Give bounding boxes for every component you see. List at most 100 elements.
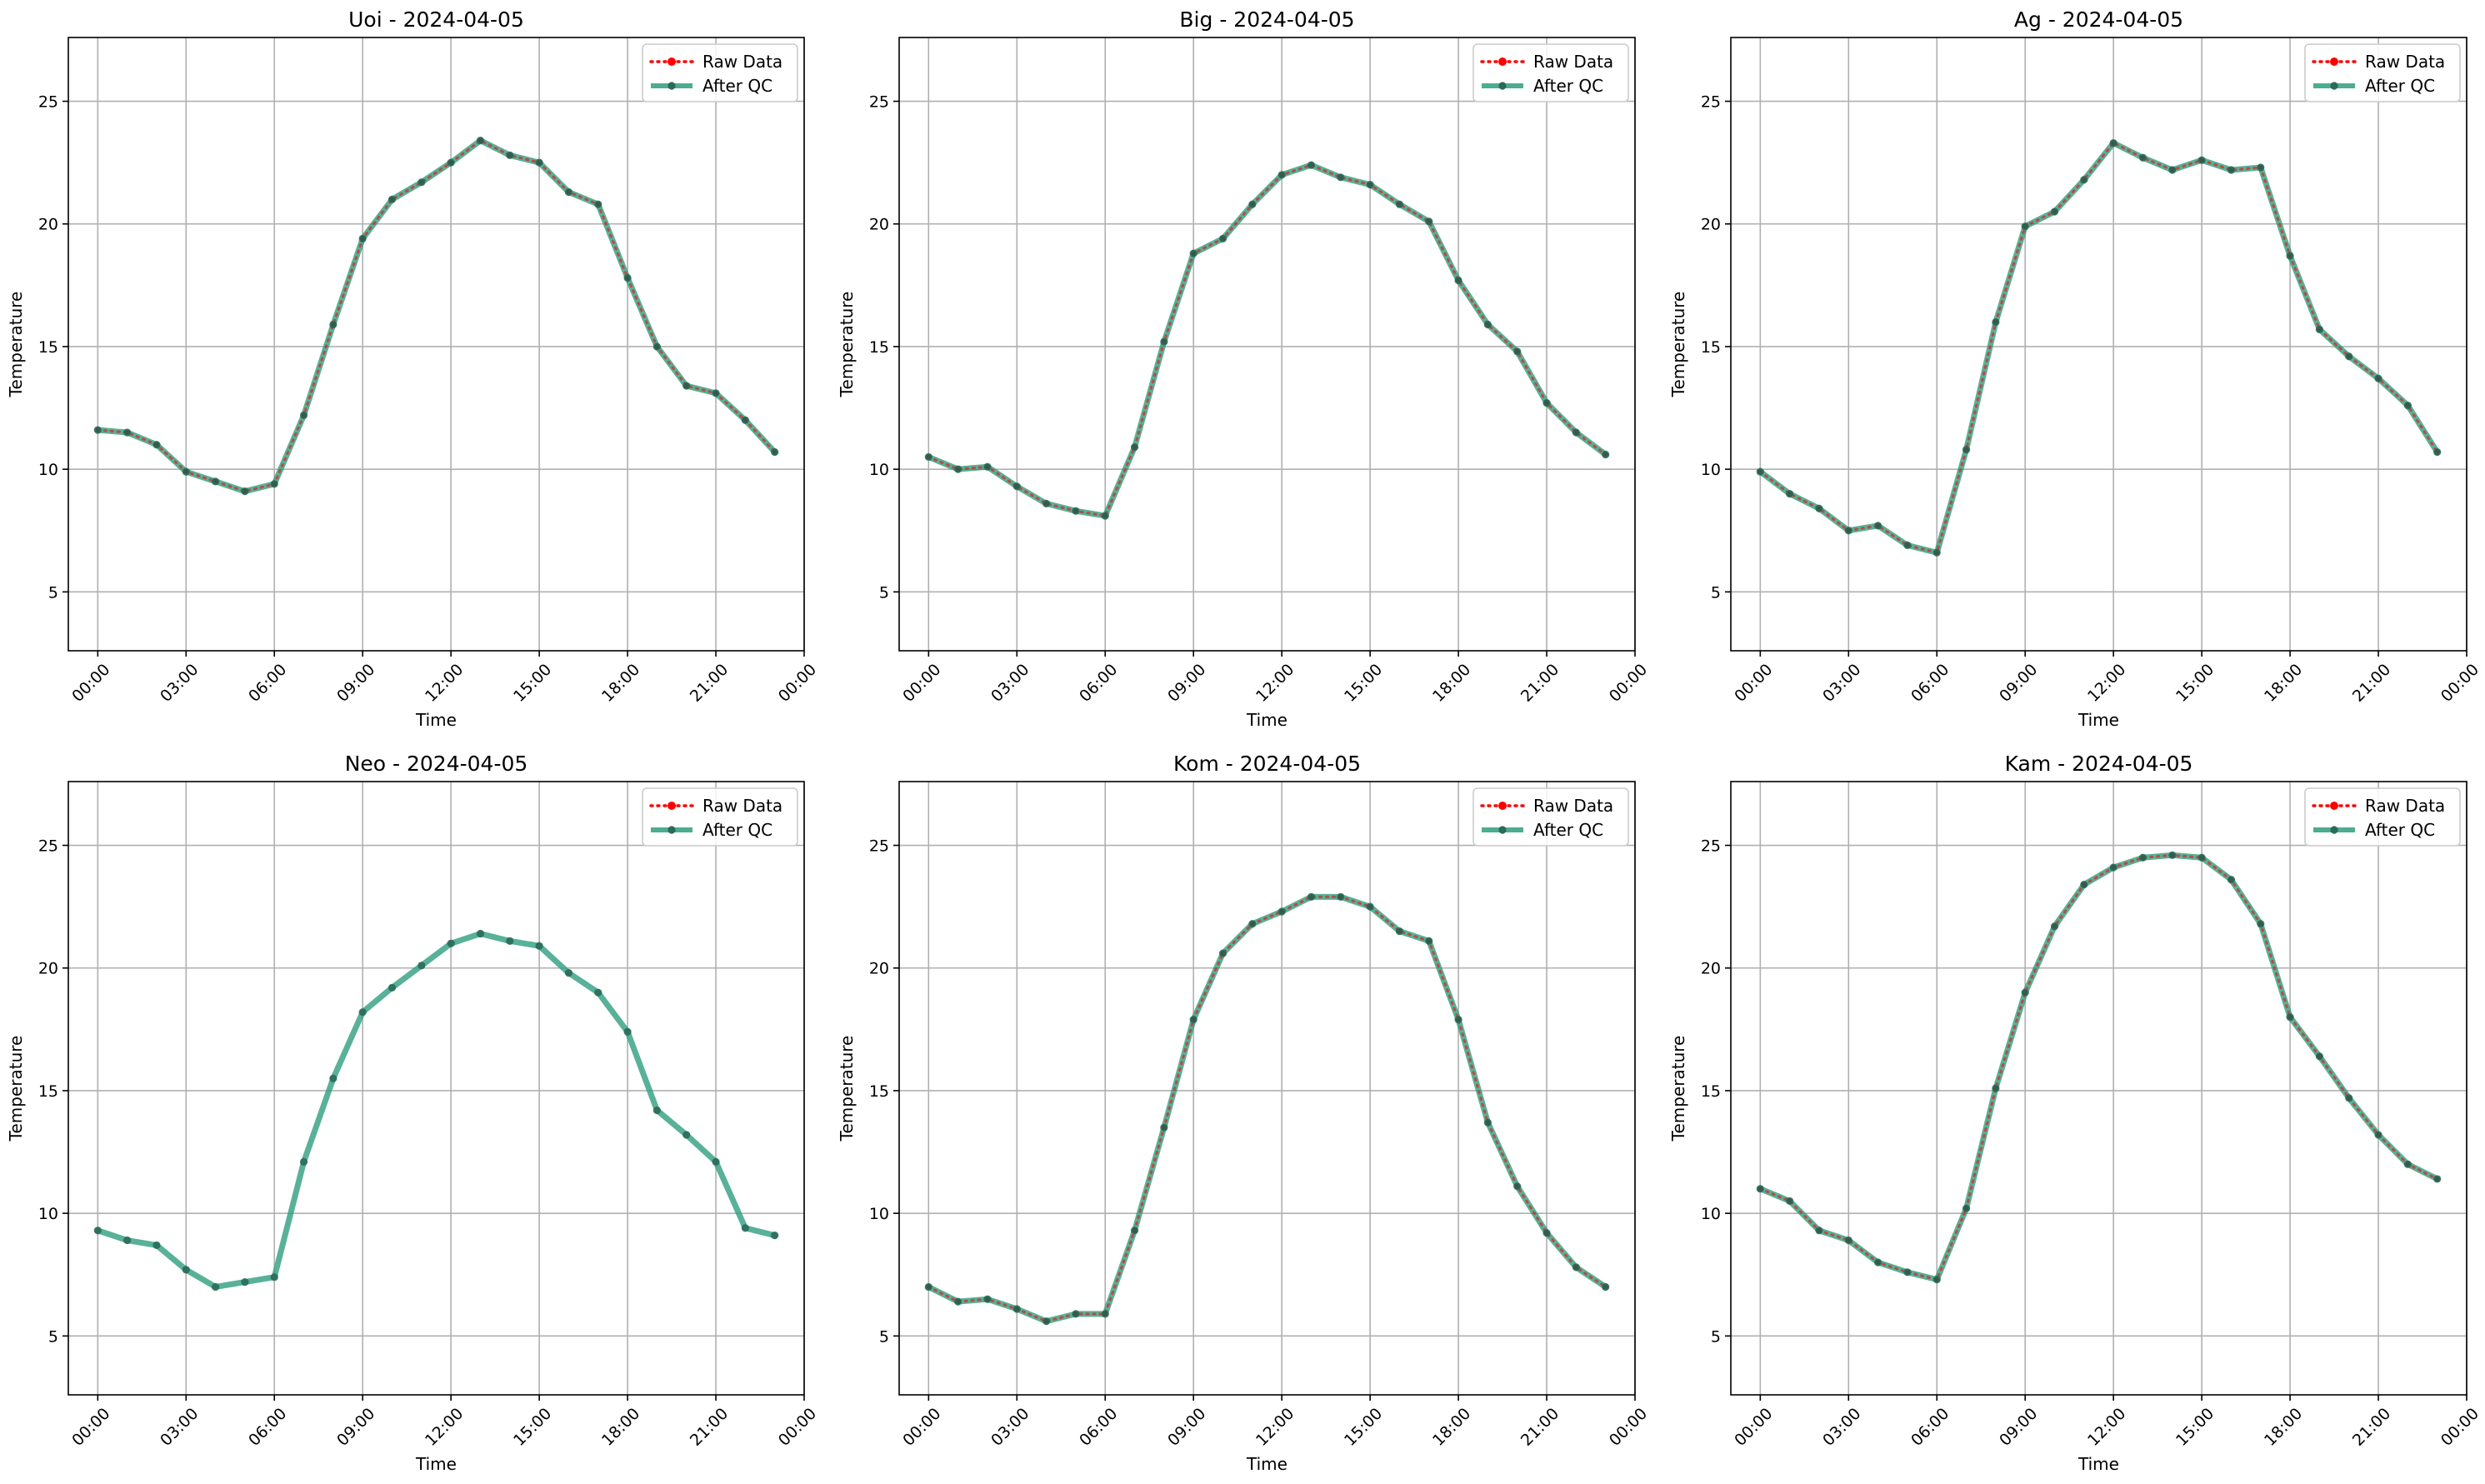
x-axis-label: Time (415, 1454, 457, 1474)
raw-data-point (2376, 1132, 2382, 1137)
x-tick-label: 18:00 (598, 661, 643, 706)
x-tick-label: 21:00 (687, 1405, 732, 1450)
y-tick-label: 5 (1711, 583, 1721, 602)
plot-frame (898, 37, 1636, 652)
y-tick-label: 25 (869, 93, 889, 112)
legend-qc-label: After QC (2365, 76, 2435, 96)
x-tick-label: 12:00 (1252, 1405, 1298, 1450)
raw-data-point (2434, 449, 2440, 455)
raw-data-point (1816, 1227, 1822, 1233)
raw-data-point (2434, 1176, 2440, 1182)
raw-data-point (713, 390, 719, 396)
raw-data-point (1602, 452, 1608, 457)
plot-frame (68, 781, 805, 1396)
raw-data-line (1758, 141, 2439, 555)
x-tick-label: 21:00 (2349, 1405, 2394, 1450)
raw-data-point (1573, 1264, 1579, 1270)
y-tick-label: 10 (1701, 1205, 1721, 1223)
raw-data-point (1846, 527, 1852, 533)
chart-panel: 5 10 15 20 25 00:00 03:00 06:00 09:00 12:00 15:00 1… (6, 752, 820, 1474)
x-tick-label: 03:00 (1819, 661, 1864, 706)
raw-data-point (1191, 251, 1197, 257)
raw-data-point (1338, 894, 1343, 900)
x-tick-label: 00:00 (899, 1405, 944, 1450)
x-tick-label: 06:00 (1076, 661, 1121, 706)
raw-data-point (1338, 174, 1343, 180)
raw-data-point (1846, 1237, 1852, 1243)
raw-data-point (1875, 1260, 1881, 1266)
after-qc-point (270, 1273, 278, 1282)
y-tick-label: 20 (869, 960, 889, 978)
x-axis-label: Time (1246, 710, 1288, 730)
raw-data-point (389, 197, 395, 202)
raw-data-point (926, 1284, 932, 1290)
y-axis-label: Temperature (1668, 292, 1688, 398)
legend-raw-marker (1498, 802, 1507, 810)
legend-raw-marker (1498, 57, 1507, 66)
legend: Raw Data After QC (1472, 787, 1629, 847)
x-tick-label: 15:00 (1341, 661, 1386, 706)
x-tick-label: 06:00 (1076, 1405, 1121, 1450)
raw-data-point (1758, 469, 1763, 475)
raw-data-point (1161, 1125, 1167, 1131)
raw-data-point (1397, 928, 1402, 934)
raw-data-point (955, 467, 961, 472)
raw-data-point (1485, 1120, 1491, 1126)
legend-raw-label: Raw Data (2365, 52, 2445, 72)
x-tick-label: 00:00 (775, 1405, 820, 1450)
raw-data-point (2346, 353, 2352, 359)
legend-qc-marker (2330, 82, 2338, 90)
raw-data-point (683, 383, 689, 389)
y-tick-label: 5 (48, 1327, 58, 1346)
raw-data-point (1249, 921, 1255, 927)
raw-data-point (124, 429, 130, 435)
legend-raw-label: Raw Data (1533, 52, 1613, 72)
y-tick-label: 20 (1701, 216, 1721, 234)
raw-data-point (625, 275, 631, 281)
raw-data-point (984, 464, 990, 470)
y-tick-label: 10 (1701, 461, 1721, 479)
x-tick-label: 06:00 (1908, 661, 1952, 706)
chart-title: Kom - 2024-04-05 (1173, 752, 1361, 776)
chart-title: Big - 2024-04-05 (1179, 7, 1354, 32)
raw-data-point (566, 189, 572, 195)
raw-data-point (2111, 140, 2117, 146)
x-tick-label: 00:00 (68, 1405, 113, 1450)
legend-raw-label: Raw Data (702, 796, 782, 816)
raw-data-point (772, 449, 778, 455)
after-qc-point (771, 1232, 779, 1240)
raw-data-point (2376, 376, 2382, 382)
x-axis-label: Time (2078, 1454, 2119, 1474)
raw-data-point (1602, 1284, 1608, 1290)
after-qc-line (925, 893, 1609, 1325)
raw-data-point (1102, 1311, 1108, 1317)
after-qc-point (535, 942, 543, 950)
y-tick-label: 15 (1701, 338, 1721, 357)
raw-data-point (1072, 1311, 1078, 1317)
after-qc-point (241, 1277, 249, 1287)
raw-data-point (1220, 951, 1226, 957)
raw-data-point (1934, 550, 1940, 556)
raw-data-point (1132, 444, 1138, 450)
y-tick-label: 10 (38, 461, 58, 479)
raw-data-point (1485, 322, 1491, 327)
raw-data-point (153, 442, 159, 447)
raw-data-point (1787, 491, 1792, 497)
x-tick-label: 21:00 (1518, 661, 1562, 706)
after-qc-point (652, 1106, 662, 1115)
y-tick-label: 10 (869, 1205, 889, 1223)
raw-data-point (1132, 1227, 1138, 1233)
after-qc-point (594, 988, 602, 997)
legend-qc-label: After QC (1533, 820, 1603, 840)
chart-panel: 5 10 15 20 25 00:00 03:00 06:00 09:00 12:00 15:00 1… (6, 7, 820, 730)
raw-data-point (1456, 1017, 1462, 1022)
raw-data-point (1014, 483, 1020, 489)
after-qc-point (358, 1008, 367, 1017)
x-tick-label: 09:00 (1996, 1405, 2041, 1450)
raw-data-point (926, 454, 932, 460)
y-tick-label: 25 (38, 93, 58, 112)
raw-data-point (212, 478, 218, 484)
plot-frame (1730, 781, 2468, 1396)
x-tick-label: 21:00 (2349, 661, 2394, 706)
x-tick-label: 12:00 (2084, 1405, 2129, 1450)
